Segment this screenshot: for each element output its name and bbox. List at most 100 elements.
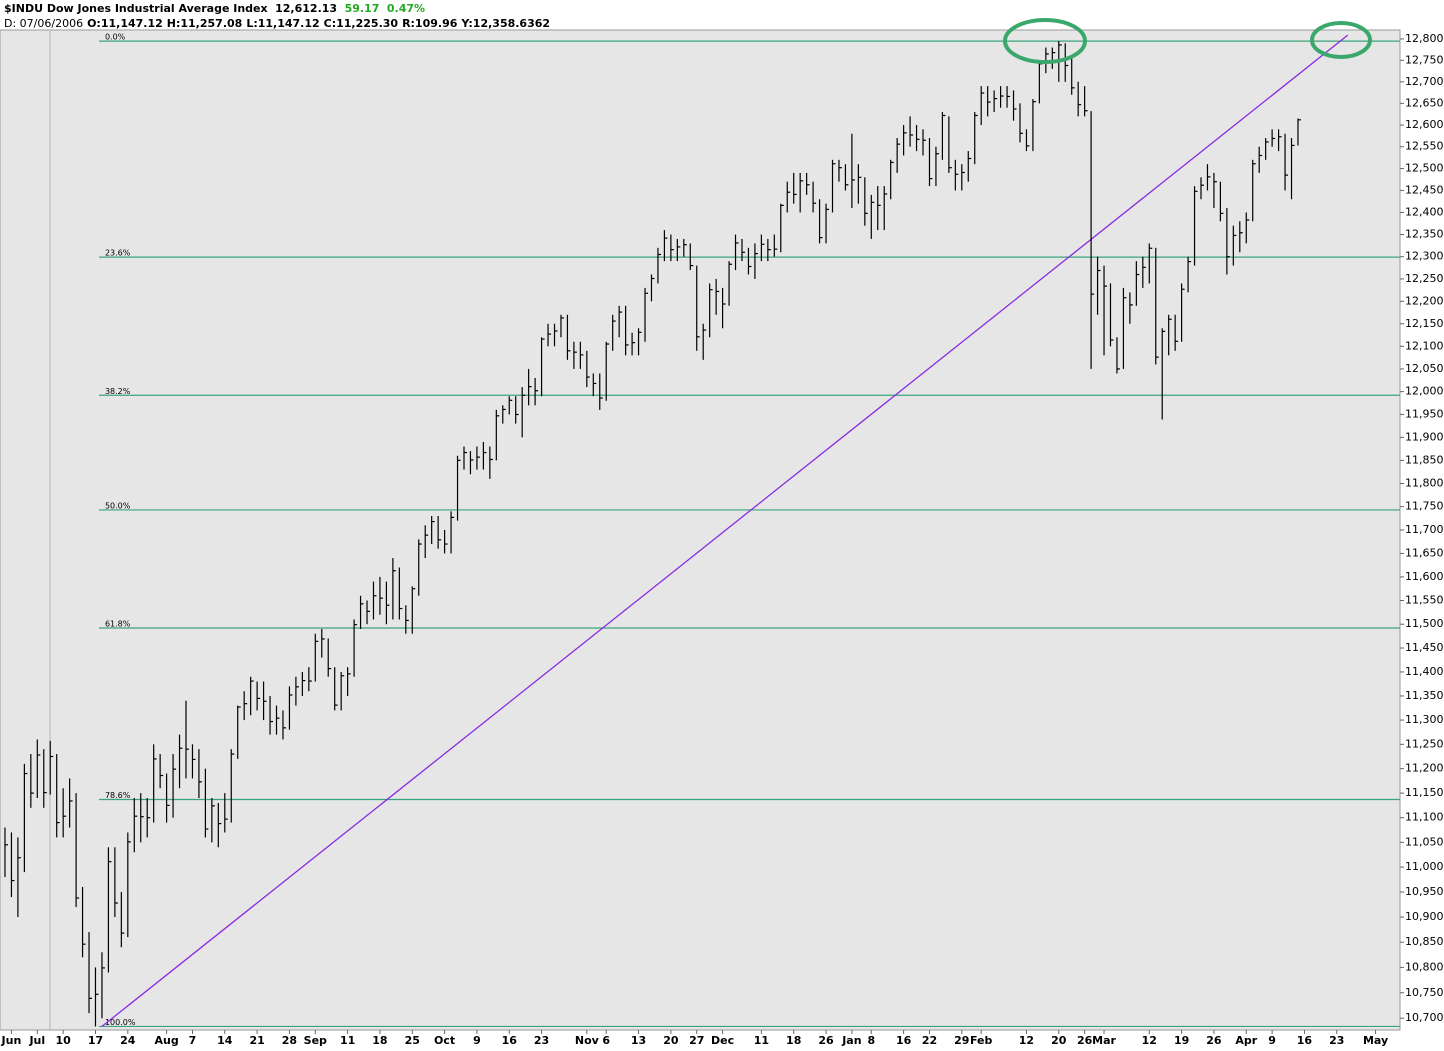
readout-item: H:11,257.08: [166, 17, 243, 30]
x-tick-label: 16: [896, 1034, 912, 1047]
y-tick-label: 10,750: [1405, 986, 1444, 999]
x-tick-label: May: [1363, 1034, 1388, 1047]
x-tick-label: Jul: [28, 1034, 45, 1047]
y-tick-label: 12,100: [1405, 339, 1444, 352]
y-tick-label: 11,700: [1405, 523, 1444, 536]
x-tick-label: 16: [1297, 1034, 1313, 1047]
readout-item: O:11,147.12: [87, 17, 163, 30]
readout-item: L:11,147.12: [246, 17, 320, 30]
fib-label: 0.0%: [105, 33, 126, 42]
x-tick-label: 10: [56, 1034, 72, 1047]
y-tick-label: 10,800: [1405, 960, 1444, 973]
y-tick-label: 12,000: [1405, 385, 1444, 398]
y-tick-label: 10,850: [1405, 935, 1444, 948]
plot-area: [0, 29, 1401, 1031]
last-price: 12,612.13: [275, 2, 338, 15]
readout-line: D: 07/06/2006 O:11,147.12 H:11,257.08 L:11,…: [4, 16, 554, 31]
y-tick-label: 12,750: [1405, 53, 1444, 66]
x-tick-label: 28: [282, 1034, 297, 1047]
highlight-circle: [1003, 18, 1087, 64]
y-tick-label: 12,650: [1405, 96, 1444, 109]
y-tick-label: 11,200: [1405, 762, 1444, 775]
x-tick-label: 20: [1051, 1034, 1067, 1047]
y-tick-label: 12,150: [1405, 317, 1444, 330]
y-tick-label: 11,850: [1405, 453, 1444, 466]
x-tick-label: 7: [189, 1034, 197, 1047]
x-tick-label: 23: [534, 1034, 549, 1047]
x-tick-label: Sep: [304, 1034, 327, 1047]
y-tick-label: 12,550: [1405, 140, 1444, 153]
x-tick-label: 12: [1142, 1034, 1157, 1047]
x-tick-label: Dec: [711, 1034, 734, 1047]
y-tick-label: 11,750: [1405, 500, 1444, 513]
y-tick-label: 11,000: [1405, 860, 1444, 873]
x-tick-label: Jun: [1, 1034, 22, 1047]
y-tick-label: 11,800: [1405, 476, 1444, 489]
fib-label: 23.6%: [105, 249, 131, 258]
x-tick-label: 6: [602, 1034, 610, 1047]
x-tick-label: 16: [502, 1034, 518, 1047]
x-tick-label: Mar: [1092, 1034, 1116, 1047]
highlight-circle: [1310, 21, 1372, 59]
y-tick-label: 10,900: [1405, 910, 1444, 923]
y-tick-label: 12,300: [1405, 250, 1444, 263]
x-tick-label: Nov: [575, 1034, 600, 1047]
readout-item: Y:12,358.6362: [461, 17, 551, 30]
y-tick-label: 11,250: [1405, 737, 1444, 750]
y-tick-label: 11,900: [1405, 430, 1444, 443]
x-tick-label: Oct: [434, 1034, 455, 1047]
x-tick-label: 14: [217, 1034, 233, 1047]
x-tick-label: 9: [473, 1034, 481, 1047]
x-tick-label: 11: [754, 1034, 769, 1047]
header-line: $INDU Dow Jones Industrial Average Index…: [4, 1, 554, 16]
x-tick-label: 24: [120, 1034, 136, 1047]
x-tick-label: Aug: [154, 1034, 178, 1047]
x-tick-label: Jan: [841, 1034, 861, 1047]
x-tick-label: 23: [1329, 1034, 1344, 1047]
x-tick-label: Apr: [1235, 1034, 1257, 1047]
x-tick-label: 27: [689, 1034, 704, 1047]
y-tick-label: 12,450: [1405, 183, 1444, 196]
price-change-pct: 0.47%: [386, 2, 426, 15]
x-tick-label: 25: [405, 1034, 420, 1047]
plot-layer: 0.0% 23.6% 38.2% 50.0% 61.8% 78.6% 100.0%: [4, 33, 1400, 1028]
x-tick-label: 13: [631, 1034, 646, 1047]
x-tick-label: 21: [249, 1034, 264, 1047]
x-tick-label: 11: [340, 1034, 355, 1047]
x-tick-label: 8: [867, 1034, 875, 1047]
y-tick-label: 11,500: [1405, 617, 1444, 630]
x-tick-label: 29: [954, 1034, 969, 1047]
y-tick-label: 12,600: [1405, 118, 1444, 131]
y-tick-label: 12,700: [1405, 75, 1444, 88]
y-tick-label: 12,400: [1405, 205, 1444, 218]
fib-label: 50.0%: [105, 501, 131, 510]
y-tick-label: 12,800: [1405, 32, 1444, 45]
x-tick-label: 17: [88, 1034, 103, 1047]
y-tick-label: 12,500: [1405, 162, 1444, 175]
readout-item: D: 07/06/2006: [4, 17, 84, 30]
y-tick-label: 11,150: [1405, 786, 1444, 799]
header: $INDU Dow Jones Industrial Average Index…: [4, 1, 554, 31]
fib-label: 38.2%: [105, 387, 131, 396]
y-tick-label: 11,300: [1405, 713, 1444, 726]
y-tick-label: 11,400: [1405, 665, 1444, 678]
x-tick-label: 19: [1174, 1034, 1189, 1047]
y-tick-label: 11,650: [1405, 546, 1444, 559]
y-tick-label: 12,050: [1405, 362, 1444, 375]
x-tick-label: 18: [372, 1034, 387, 1047]
y-tick-label: 11,550: [1405, 594, 1444, 607]
y-tick-label: 10,700: [1405, 1011, 1444, 1024]
y-tick-label: 12,200: [1405, 294, 1444, 307]
x-tick-label: 26: [818, 1034, 834, 1047]
fib-label: 61.8%: [105, 620, 131, 629]
chart-title: $INDU Dow Jones Industrial Average Index: [4, 2, 268, 15]
x-tick-label: 22: [922, 1034, 937, 1047]
y-tick-label: 10,950: [1405, 885, 1444, 898]
x-tick-label: 18: [786, 1034, 801, 1047]
y-tick-label: 11,050: [1405, 835, 1444, 848]
readout-item: C:11,225.30: [323, 17, 399, 30]
y-tick-label: 11,350: [1405, 689, 1444, 702]
y-tick-label: 11,950: [1405, 407, 1444, 420]
